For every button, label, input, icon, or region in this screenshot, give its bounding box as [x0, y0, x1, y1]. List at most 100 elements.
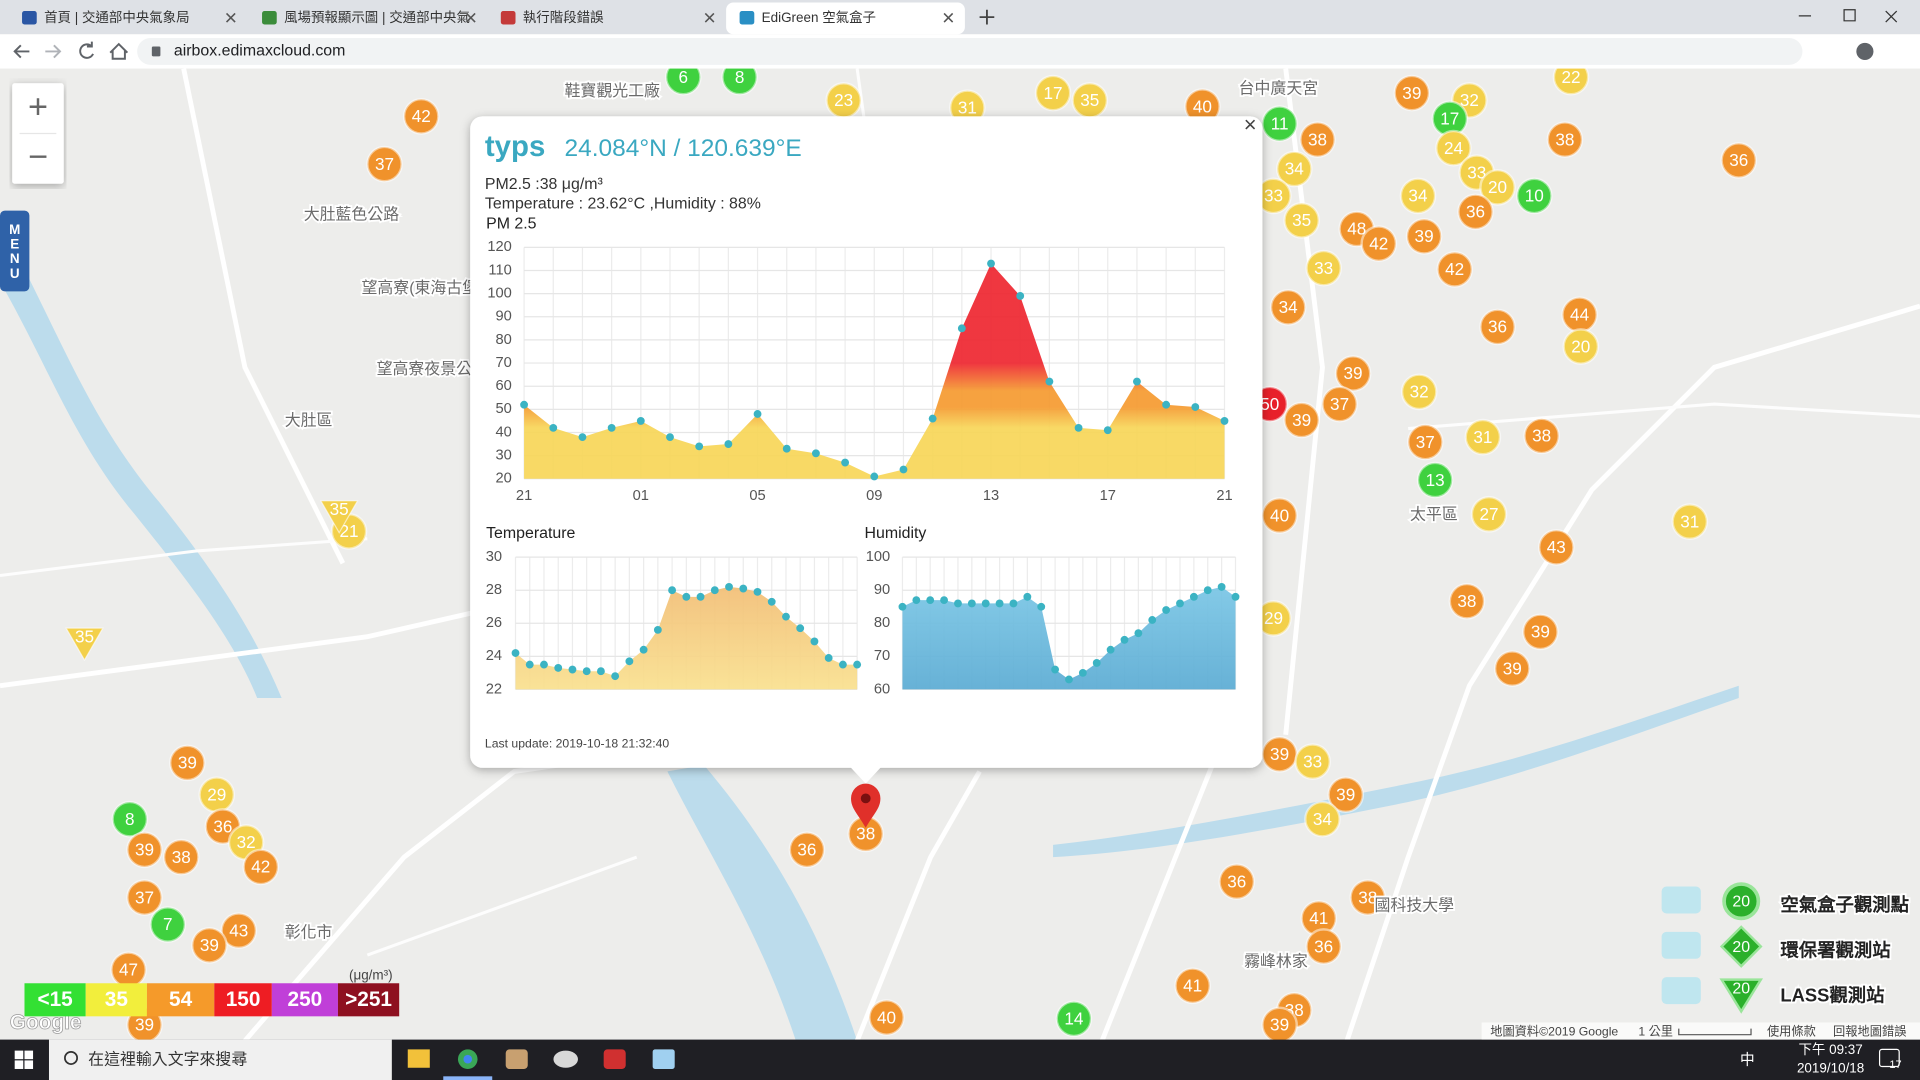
search-box[interactable] — [48, 1039, 392, 1080]
circle-marker[interactable] — [1470, 495, 1508, 533]
home-icon[interactable] — [109, 42, 129, 60]
tab-title[interactable]: EdiGreen 空氣盒子 — [762, 9, 876, 25]
circle-marker[interactable] — [126, 831, 163, 869]
circle-marker[interactable] — [1457, 193, 1494, 231]
circle-marker[interactable] — [1671, 503, 1709, 540]
circle-marker[interactable] — [1327, 776, 1365, 814]
circle-marker[interactable] — [1218, 863, 1256, 900]
circle-marker[interactable] — [1283, 401, 1320, 439]
circle-marker[interactable] — [1305, 928, 1343, 965]
circle-marker[interactable] — [1399, 177, 1437, 215]
tab-close[interactable] — [225, 12, 236, 23]
circle-marker[interactable] — [1405, 217, 1443, 255]
app-icon[interactable] — [553, 1050, 578, 1068]
circle-marker[interactable] — [1334, 355, 1372, 392]
circle-marker[interactable] — [402, 97, 440, 135]
popup-close[interactable]: × — [1244, 112, 1257, 137]
zoom-in[interactable]: + — [28, 88, 48, 126]
circle-marker[interactable] — [1416, 461, 1454, 499]
circle-marker[interactable] — [1321, 385, 1358, 423]
forward-icon[interactable] — [45, 44, 62, 59]
marker-value: 21 — [339, 521, 358, 541]
circle-marker[interactable] — [1523, 417, 1560, 455]
circle-marker[interactable] — [1515, 177, 1553, 215]
circle-marker[interactable] — [1294, 743, 1332, 780]
new-tab[interactable] — [979, 9, 995, 25]
active-tab[interactable] — [726, 2, 965, 35]
circle-marker[interactable] — [111, 800, 149, 838]
circle-marker[interactable] — [1448, 582, 1486, 620]
circle-marker[interactable] — [1393, 74, 1431, 112]
circle-marker[interactable] — [1400, 373, 1438, 411]
marker-value: 14 — [1064, 1009, 1084, 1029]
marker-value: 33 — [1314, 258, 1333, 278]
reload-icon[interactable] — [79, 41, 94, 59]
profile-icon[interactable] — [1856, 42, 1874, 60]
explorer-icon[interactable] — [407, 1049, 430, 1068]
tab-title[interactable]: 風場預報顯示圖 | 交通部中央氣 — [284, 9, 470, 25]
circle-marker[interactable] — [1275, 150, 1313, 188]
tab-close[interactable] — [943, 12, 954, 23]
circle-marker[interactable] — [1305, 249, 1343, 287]
tab-title[interactable]: 首頁 | 交通部中央氣象局 — [44, 9, 190, 25]
y-tick-label: 50 — [495, 401, 511, 417]
circle-marker[interactable] — [1269, 288, 1307, 326]
marker-value: 32 — [237, 832, 256, 852]
app-icon[interactable] — [505, 1049, 528, 1069]
circle-marker[interactable] — [149, 906, 187, 943]
back-icon[interactable] — [13, 44, 30, 59]
circle-marker[interactable] — [1435, 129, 1472, 167]
circle-marker[interactable] — [1546, 121, 1584, 158]
tab-title[interactable]: 執行階段錯誤 — [523, 9, 604, 25]
app-icon[interactable] — [603, 1049, 626, 1069]
circle-marker[interactable] — [1720, 142, 1758, 179]
data-point — [1065, 675, 1073, 684]
circle-marker[interactable] — [1304, 800, 1341, 838]
circle-marker[interactable] — [1479, 308, 1516, 346]
triangle-marker[interactable] — [65, 627, 104, 662]
circle-marker[interactable] — [242, 848, 280, 886]
circle-marker[interactable] — [788, 831, 826, 869]
legend-unit: (μg/m³) — [349, 967, 393, 982]
circle-marker[interactable] — [1493, 650, 1531, 687]
circle-marker[interactable] — [1299, 121, 1336, 158]
menu-letter: M — [9, 222, 20, 237]
url[interactable]: airbox.edimaxcloud.com — [174, 43, 346, 60]
app-icon[interactable] — [652, 1049, 675, 1069]
circle-marker[interactable] — [168, 744, 206, 782]
circle-marker[interactable] — [1034, 74, 1072, 112]
data-point — [987, 259, 995, 268]
circle-marker[interactable] — [1537, 528, 1575, 566]
circle-marker[interactable] — [126, 879, 163, 916]
circle-marker[interactable] — [162, 838, 200, 876]
tab-close[interactable] — [465, 12, 476, 23]
circle-marker[interactable] — [1360, 225, 1398, 263]
search-icon — [64, 1050, 78, 1065]
circle-marker[interactable] — [1464, 418, 1502, 456]
circle-marker[interactable] — [868, 999, 905, 1036]
circle-marker[interactable] — [366, 145, 403, 183]
source-icon — [1722, 882, 1761, 921]
circle-marker[interactable] — [1283, 202, 1320, 239]
circle-marker[interactable] — [1522, 613, 1559, 651]
triangle-marker[interactable] — [319, 500, 359, 534]
omnibox[interactable] — [137, 37, 1803, 65]
data-point — [1203, 586, 1212, 595]
start-button[interactable] — [14, 1050, 34, 1069]
circle-marker[interactable] — [220, 912, 258, 949]
circle-marker[interactable] — [191, 926, 228, 964]
circle-marker[interactable] — [1562, 328, 1600, 365]
legend-label: 250 — [288, 988, 323, 1011]
circle-marker[interactable] — [1261, 105, 1298, 143]
circle-marker[interactable] — [1055, 1000, 1093, 1038]
circle-marker[interactable] — [1349, 879, 1387, 916]
circle-marker[interactable] — [1406, 423, 1444, 461]
search-placeholder[interactable]: 在這裡輸入文字來搜尋 — [88, 1050, 247, 1069]
marker-value: 20 — [1571, 336, 1590, 356]
circle-marker[interactable] — [1436, 251, 1474, 288]
circle-marker[interactable] — [1174, 967, 1212, 1005]
menu-tab[interactable] — [0, 210, 30, 292]
zoom-out[interactable]: − — [28, 138, 48, 176]
circle-marker[interactable] — [1479, 168, 1516, 206]
tab-close[interactable] — [704, 12, 715, 23]
